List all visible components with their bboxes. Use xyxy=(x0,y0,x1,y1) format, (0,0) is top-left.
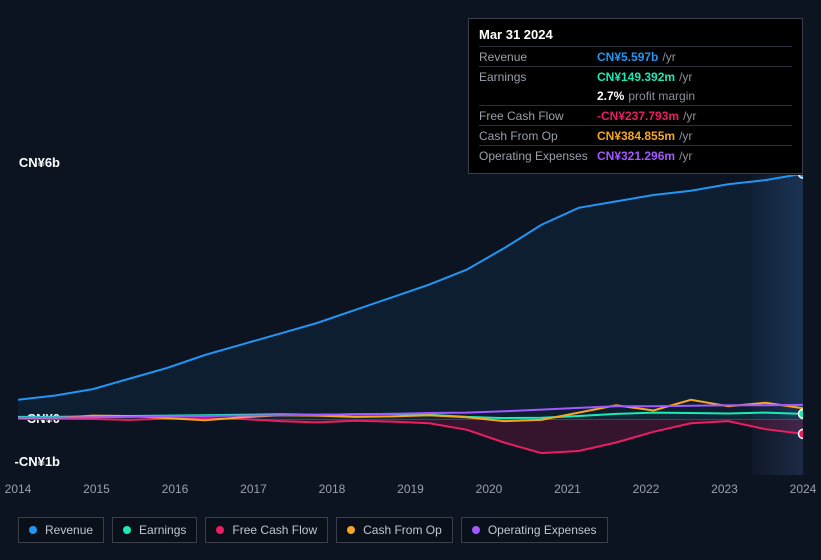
tooltip-row-label: Operating Expenses xyxy=(479,149,597,163)
tooltip-row-label: Revenue xyxy=(479,50,597,64)
tooltip-row-label: Earnings xyxy=(479,70,597,84)
x-axis-tick: 2023 xyxy=(711,482,738,496)
x-axis-tick: 2016 xyxy=(162,482,189,496)
tooltip-row-label: Free Cash Flow xyxy=(479,109,597,123)
tooltip-row-suffix: /yr xyxy=(662,50,675,64)
tooltip-row-value: 2.7% xyxy=(597,89,624,103)
chart-plot-area[interactable] xyxy=(18,175,803,475)
legend-item-label: Operating Expenses xyxy=(488,523,597,537)
legend-item-cfo[interactable]: Cash From Op xyxy=(336,517,453,543)
chart-legend: Revenue Earnings Free Cash Flow Cash From O… xyxy=(18,517,608,543)
legend-item-revenue[interactable]: Revenue xyxy=(18,517,104,543)
legend-item-label: Free Cash Flow xyxy=(232,523,317,537)
tooltip-row-label: Cash From Op xyxy=(479,129,597,143)
x-axis-tick: 2024 xyxy=(790,482,817,496)
legend-item-fcf[interactable]: Free Cash Flow xyxy=(205,517,328,543)
series-fill-revenue xyxy=(18,175,803,419)
legend-dot-icon xyxy=(347,526,355,534)
x-axis-tick: 2020 xyxy=(476,482,503,496)
tooltip-row: 2.7% profit margin xyxy=(479,86,792,105)
series-end-marker-earnings xyxy=(799,409,804,418)
legend-dot-icon xyxy=(472,526,480,534)
chart-svg xyxy=(18,175,803,475)
tooltip-row-suffix: /yr xyxy=(679,149,692,163)
x-axis-tick: 2018 xyxy=(319,482,346,496)
tooltip-row-suffix: /yr xyxy=(679,129,692,143)
tooltip-row: RevenueCN¥5.597b/yr xyxy=(479,46,792,66)
tooltip-row-value: CN¥321.296m xyxy=(597,149,675,163)
tooltip-row: Cash From OpCN¥384.855m/yr xyxy=(479,125,792,145)
legend-dot-icon xyxy=(216,526,224,534)
tooltip-row: Free Cash Flow-CN¥237.793m/yr xyxy=(479,105,792,125)
legend-dot-icon xyxy=(29,526,37,534)
x-axis-tick: 2019 xyxy=(397,482,424,496)
legend-item-label: Earnings xyxy=(139,523,186,537)
tooltip-rows: RevenueCN¥5.597b/yrEarningsCN¥149.392m/y… xyxy=(479,46,792,165)
tooltip-row: EarningsCN¥149.392m/yr xyxy=(479,66,792,86)
chart-tooltip: Mar 31 2024 RevenueCN¥5.597b/yrEarningsC… xyxy=(468,18,803,174)
legend-item-opex[interactable]: Operating Expenses xyxy=(461,517,608,543)
tooltip-row-suffix: /yr xyxy=(679,70,692,84)
legend-item-label: Revenue xyxy=(45,523,93,537)
series-end-marker-fcf xyxy=(799,429,804,438)
legend-item-label: Cash From Op xyxy=(363,523,442,537)
x-axis-tick: 2017 xyxy=(240,482,267,496)
tooltip-row-value: CN¥149.392m xyxy=(597,70,675,84)
x-axis-tick: 2021 xyxy=(554,482,581,496)
tooltip-row-value: CN¥384.855m xyxy=(597,129,675,143)
legend-dot-icon xyxy=(123,526,131,534)
tooltip-date: Mar 31 2024 xyxy=(479,25,792,46)
legend-item-earnings[interactable]: Earnings xyxy=(112,517,197,543)
x-axis: 2014201520162017201820192020202120222023… xyxy=(18,482,803,500)
tooltip-row-suffix: profit margin xyxy=(628,89,695,103)
x-axis-tick: 2014 xyxy=(5,482,32,496)
tooltip-row: Operating ExpensesCN¥321.296m/yr xyxy=(479,145,792,165)
tooltip-row-value: CN¥5.597b xyxy=(597,50,658,64)
y-axis-tick: CN¥6b xyxy=(0,155,60,170)
x-axis-tick: 2015 xyxy=(83,482,110,496)
tooltip-row-suffix: /yr xyxy=(683,109,696,123)
x-axis-tick: 2022 xyxy=(633,482,660,496)
tooltip-row-value: -CN¥237.793m xyxy=(597,109,679,123)
